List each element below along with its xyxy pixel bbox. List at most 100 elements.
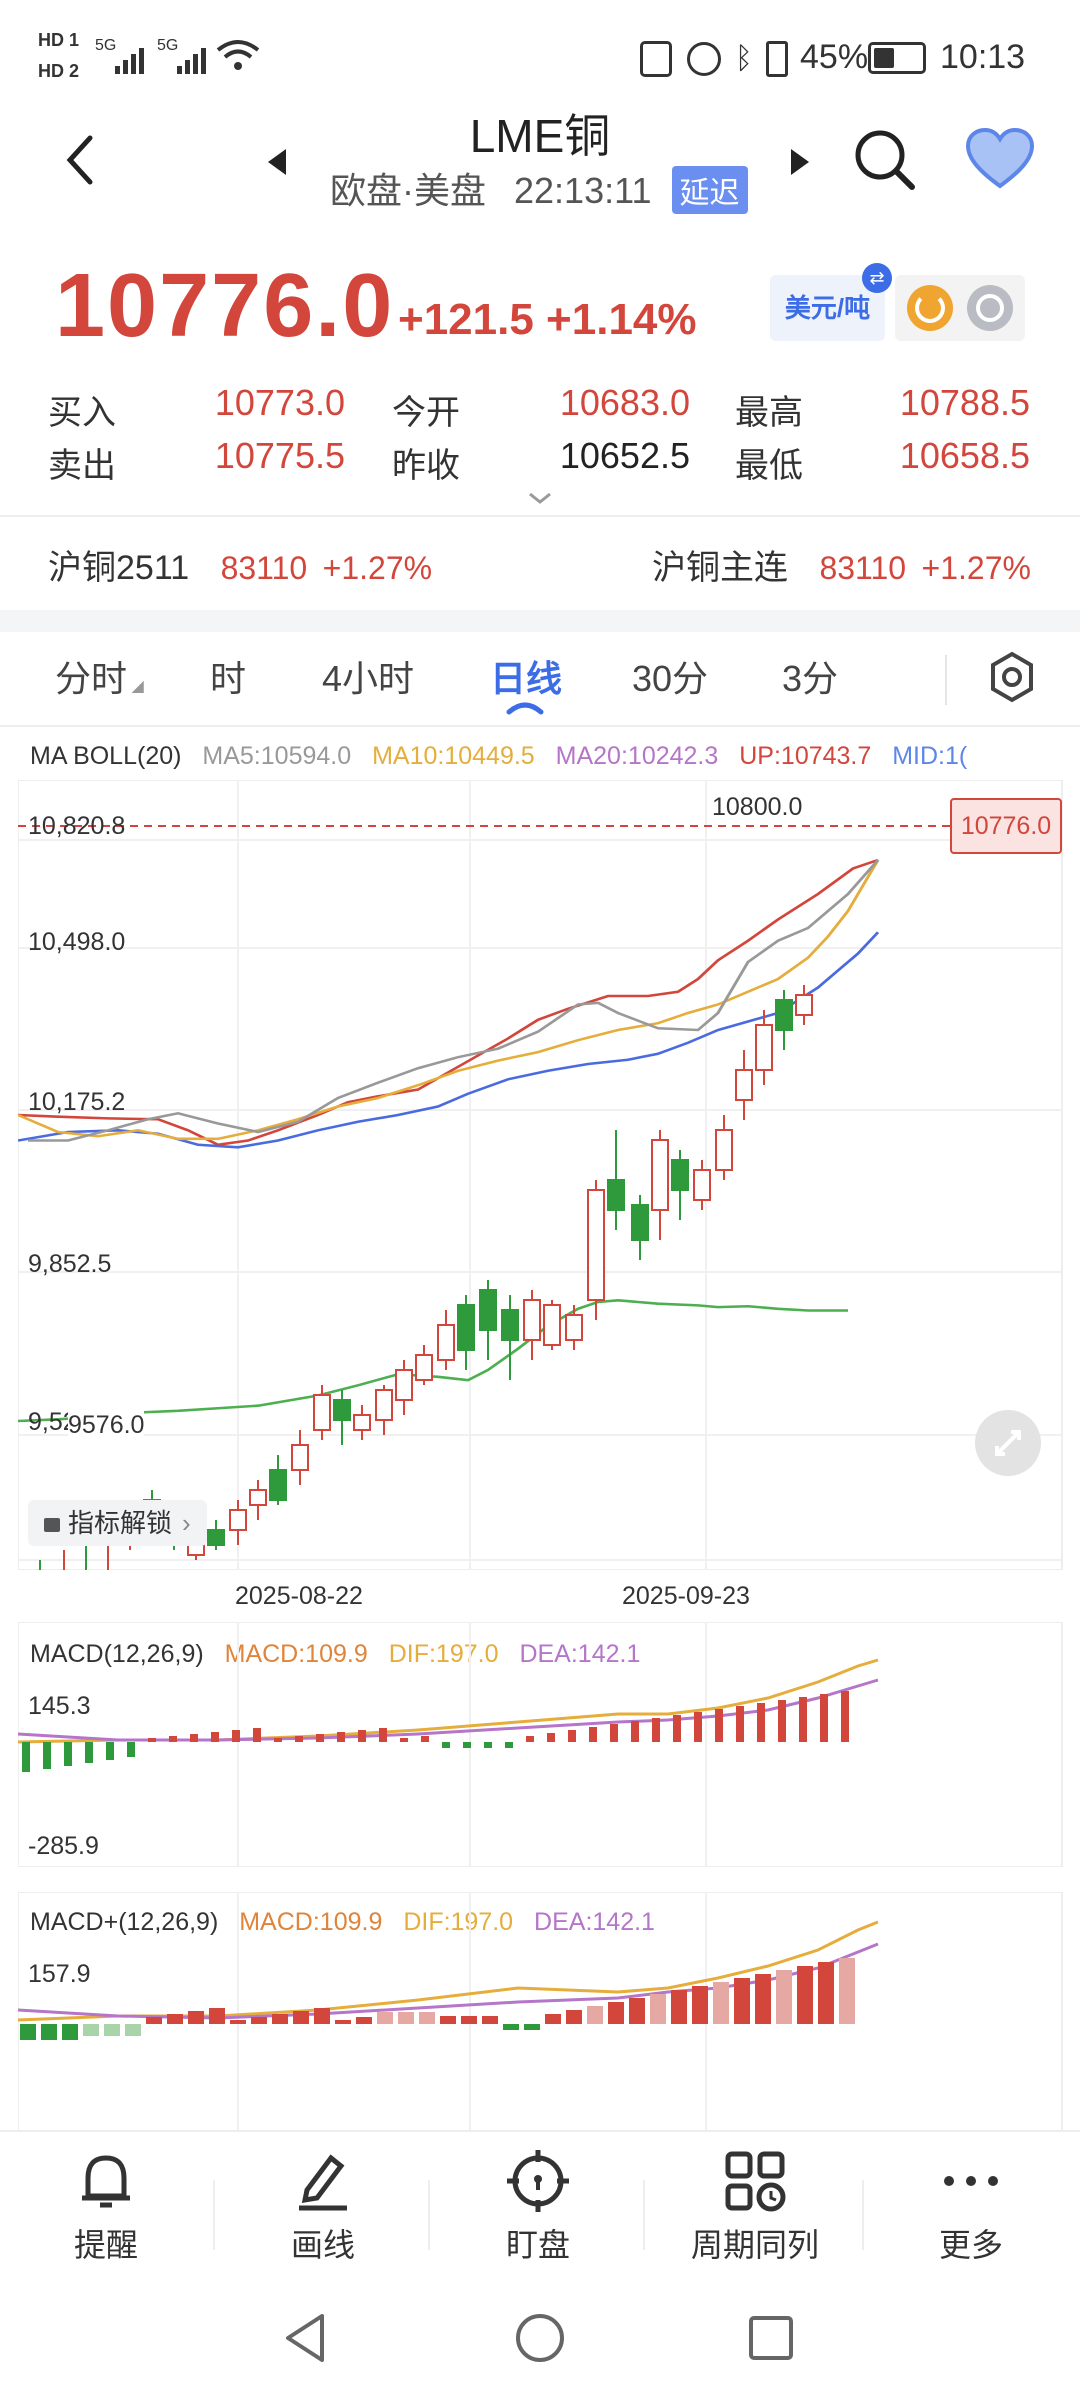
macdplus-bar [713, 1982, 729, 2024]
nav-draw[interactable]: 画线 [248, 2150, 398, 2266]
macdplus-bar [797, 1966, 813, 2024]
macdplus-bar [503, 2024, 519, 2030]
macdplus-bar [524, 2024, 540, 2030]
macd-chart[interactable] [18, 1622, 1063, 1867]
macdplus-bar [272, 2014, 288, 2024]
macdplus-bar [545, 2014, 561, 2024]
nav-label: 画线 [290, 2227, 355, 2263]
candle-body [795, 994, 813, 1016]
max-price-label: 10800.0 [712, 793, 803, 821]
x-axis-date: 2025-08-22 [235, 1582, 363, 1610]
chart-frame [18, 1622, 1063, 1867]
macd-max-label: 145.3 [28, 1692, 91, 1720]
macd-bar [799, 1697, 807, 1742]
macdplus-name: MACD+(12,26,9) [30, 1908, 219, 1936]
macdplus-bar [209, 2008, 225, 2024]
legend-ma10: MA10:10449.5 [372, 742, 535, 770]
y-axis-label: 10,498.0 [28, 928, 126, 956]
nfc-icon [640, 41, 672, 78]
favorite-heart-icon[interactable] [965, 128, 1035, 192]
min-price-label: 9576.0 [68, 1411, 145, 1440]
fullscreen-button[interactable] [975, 1410, 1041, 1476]
macd-bar [253, 1728, 261, 1742]
macd-bar [358, 1730, 366, 1742]
main-legend: MA BOLL(20) MA5:10594.0 MA10:10449.5 MA2… [30, 742, 1050, 771]
buy-value: 10773.0 [214, 382, 345, 423]
section-gap [0, 610, 1080, 632]
macdplus-bar [440, 2016, 456, 2024]
wifi-icon [216, 40, 260, 70]
macd-bar [379, 1728, 387, 1742]
candle-body [523, 1299, 541, 1341]
macd-bar [694, 1712, 702, 1742]
macd-value: MACD:109.9 [224, 1640, 368, 1668]
legend-ma5: MA5:10594.0 [202, 742, 352, 770]
refresh-icon[interactable] [907, 285, 953, 331]
macdplus-bar [167, 2014, 183, 2024]
macdplus-bar [461, 2016, 477, 2024]
macd-bar [652, 1718, 660, 1742]
candle-body [671, 1159, 689, 1191]
svg-text:5G: 5G [157, 37, 178, 54]
macdplus-value: MACD:109.9 [239, 1908, 383, 1936]
tab-3min[interactable]: 3分 [782, 658, 839, 699]
macd-bar [631, 1721, 639, 1742]
boll-lower-line [18, 1299, 848, 1423]
related-pct: +1.27% [921, 550, 1031, 586]
nav-period-compare[interactable]: 周期同列 [665, 2150, 845, 2266]
next-instrument-icon[interactable] [785, 145, 815, 179]
macdplus-bar [671, 1990, 687, 2024]
candle-body [775, 999, 793, 1031]
expand-chevron-icon[interactable] [526, 490, 554, 506]
candle-body [187, 1544, 205, 1556]
y-axis-label: 10,820.8 [28, 812, 126, 840]
tab-hour[interactable]: 时 [210, 658, 247, 699]
tab-intraday[interactable]: 分时 ◢ [55, 658, 144, 699]
session-name: 欧盘·美盘 [330, 170, 486, 211]
macd-bar [232, 1730, 240, 1742]
current-price-tag: 10776.0 [950, 798, 1062, 854]
system-home-icon[interactable] [512, 2310, 568, 2366]
tab-daily[interactable]: 日线 [490, 658, 563, 699]
related-contract-1[interactable]: 沪铜2511 83110 +1.27% [48, 540, 432, 589]
macd-bar [400, 1738, 408, 1742]
open-value: 10683.0 [559, 382, 690, 423]
macdplus-bar [839, 1958, 855, 2024]
tab-30min[interactable]: 30分 [632, 658, 709, 699]
related-name: 沪铜2511 [48, 549, 190, 587]
chart-settings-icon[interactable] [988, 650, 1036, 704]
lock-icon [44, 1518, 60, 1533]
nav-watch[interactable]: 盯盘 [463, 2150, 613, 2266]
macd-bar [505, 1742, 513, 1748]
related-value: 83110 [819, 550, 907, 586]
system-back-icon[interactable] [280, 2310, 330, 2366]
nav-alert[interactable]: 提醒 [31, 2150, 181, 2266]
candlestick-chart[interactable] [18, 780, 1063, 1570]
svg-text:5G: 5G [95, 37, 116, 54]
unit-toggle-button[interactable]: 美元/吨 ⇄ [770, 263, 892, 341]
prev-instrument-icon[interactable] [262, 145, 292, 179]
macd-bar [715, 1709, 723, 1742]
macd-bar [463, 1742, 471, 1748]
back-icon[interactable] [60, 130, 100, 190]
system-recents-icon[interactable] [745, 2312, 797, 2364]
macdplus-bar [251, 2017, 267, 2024]
unlock-indicator-button[interactable]: 指标解锁 › [28, 1500, 207, 1546]
nav-separator [213, 2180, 215, 2250]
macd-bar [547, 1733, 555, 1742]
macd-plus-chart[interactable] [18, 1892, 1063, 2132]
related-contract-2[interactable]: 沪铜主连 83110 +1.27% [652, 540, 1031, 589]
candle-body [715, 1129, 733, 1171]
nav-separator [428, 2180, 430, 2250]
macd-bar [610, 1724, 618, 1742]
macdplus-bar [20, 2024, 36, 2040]
grid-clock-icon [725, 2151, 786, 2212]
nav-more[interactable]: 更多 [896, 2150, 1046, 2266]
search-icon[interactable] [850, 125, 920, 195]
settings-circle-icon[interactable] [967, 285, 1013, 331]
battery-percent: 45% [800, 38, 869, 76]
low-value: 10658.5 [899, 435, 1030, 476]
candle-body [229, 1509, 247, 1531]
macdplus-bar [146, 2017, 162, 2024]
tab-4hour[interactable]: 4小时 [322, 658, 415, 699]
